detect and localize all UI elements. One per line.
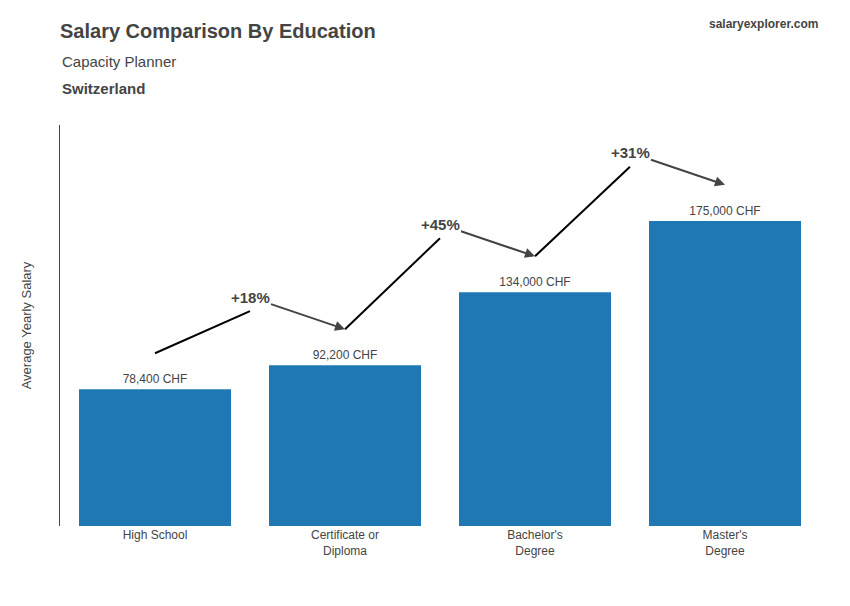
svg-text:Average Yearly Salary: Average Yearly Salary [19, 261, 34, 389]
svg-text:+45%: +45% [421, 216, 460, 233]
svg-text:salaryexplorer.com: salaryexplorer.com [709, 17, 818, 31]
svg-text:134,000 CHF: 134,000 CHF [499, 275, 570, 289]
svg-text:Switzerland: Switzerland [62, 80, 145, 97]
svg-text:Master'sDegree: Master'sDegree [703, 528, 748, 558]
svg-text:175,000 CHF: 175,000 CHF [689, 204, 760, 218]
svg-text:92,200 CHF: 92,200 CHF [313, 348, 378, 362]
svg-text:78,400 CHF: 78,400 CHF [123, 372, 188, 386]
svg-text:Capacity Planner: Capacity Planner [62, 53, 176, 70]
svg-text:Salary Comparison By Education: Salary Comparison By Education [60, 20, 376, 42]
svg-text:+18%: +18% [231, 289, 270, 306]
svg-text:Bachelor'sDegree: Bachelor'sDegree [507, 528, 563, 558]
svg-text:+31%: +31% [611, 144, 650, 161]
svg-text:Certificate orDiploma: Certificate orDiploma [311, 528, 379, 558]
svg-text:High School: High School [123, 528, 188, 542]
